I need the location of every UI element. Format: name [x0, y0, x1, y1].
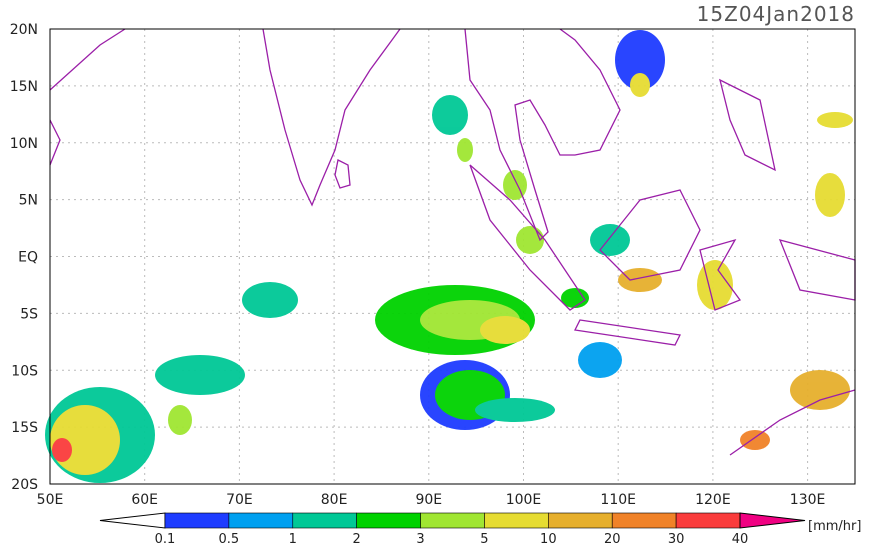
rain-area — [590, 224, 630, 256]
map-frame — [49, 28, 856, 485]
colorbar-over — [739, 512, 806, 529]
colorbar-label: 2 — [353, 532, 361, 544]
rain-area — [155, 355, 245, 395]
coastlines — [49, 28, 856, 456]
rain-area — [615, 30, 665, 90]
lat-label: 20N — [10, 22, 38, 38]
colorbar-label: 0.5 — [219, 532, 240, 544]
colorbar-box — [484, 512, 549, 529]
rain-area — [561, 288, 589, 308]
rain-area — [630, 73, 650, 97]
rain-area — [578, 342, 622, 378]
lat-label: 15S — [11, 420, 38, 436]
precipitation — [45, 30, 853, 483]
coastline — [469, 164, 586, 311]
lat-label: 10S — [11, 363, 38, 379]
lon-label: 60E — [131, 492, 158, 508]
rain-area — [475, 398, 555, 422]
coastline — [464, 28, 621, 242]
rain-area — [817, 112, 853, 128]
colorbar-box — [548, 512, 613, 529]
coastline — [574, 319, 681, 346]
rain-area — [457, 138, 473, 162]
colorbar-label: 10 — [540, 532, 557, 544]
rain-area — [790, 370, 850, 410]
rain-area — [168, 405, 192, 435]
rain-area — [52, 438, 72, 462]
lon-label: 70E — [226, 492, 253, 508]
colorbar-box — [292, 512, 357, 529]
lat-label: 5S — [20, 306, 38, 322]
colorbar-box — [164, 512, 230, 529]
colorbar-label: 0.1 — [155, 532, 176, 544]
lon-label: 100E — [506, 492, 542, 508]
colorbar-label: 30 — [668, 532, 685, 544]
coastline — [49, 28, 126, 166]
colorbar-box — [675, 512, 741, 529]
rain-area — [503, 170, 527, 200]
lon-label: 130E — [790, 492, 826, 508]
lon-label: 90E — [415, 492, 442, 508]
colorbar-box — [228, 512, 294, 529]
coastline — [334, 159, 351, 189]
lon-label: 50E — [37, 492, 64, 508]
coastline — [719, 78, 776, 172]
rain-area — [697, 260, 733, 310]
lon-label: 120E — [695, 492, 731, 508]
lon-label: 80E — [321, 492, 348, 508]
coastline — [699, 238, 742, 311]
lat-label: EQ — [18, 250, 38, 266]
colorbar-box — [356, 512, 421, 529]
lat-label: 10N — [10, 136, 38, 152]
rain-area — [242, 282, 298, 318]
colorbar-box — [420, 512, 485, 529]
colorbar: 0.1 0.5 1 2 3 5 10 20 30 40 [mm/hr] — [99, 512, 861, 547]
lat-label: 20S — [11, 477, 38, 493]
coastline — [729, 389, 856, 456]
rain-area — [815, 173, 845, 217]
colorbar-label: 20 — [604, 532, 621, 544]
colorbar-unit: [mm/hr] — [808, 519, 861, 534]
colorbar-label: 40 — [732, 532, 749, 544]
colorbar-label: 1 — [289, 532, 297, 544]
colorbar-label: 5 — [480, 532, 488, 544]
rain-area — [480, 316, 530, 344]
coastline — [262, 28, 401, 207]
lat-label: 5N — [19, 193, 38, 209]
lat-label: 15N — [10, 79, 38, 95]
map-title: 15Z04Jan2018 — [697, 2, 855, 26]
lon-label: 110E — [600, 492, 636, 508]
colorbar-box — [611, 512, 677, 529]
coastline — [599, 189, 701, 281]
rain-area — [432, 95, 468, 135]
colorbar-label: 3 — [416, 532, 424, 544]
rain-area — [740, 430, 770, 450]
rain-area — [618, 268, 662, 292]
